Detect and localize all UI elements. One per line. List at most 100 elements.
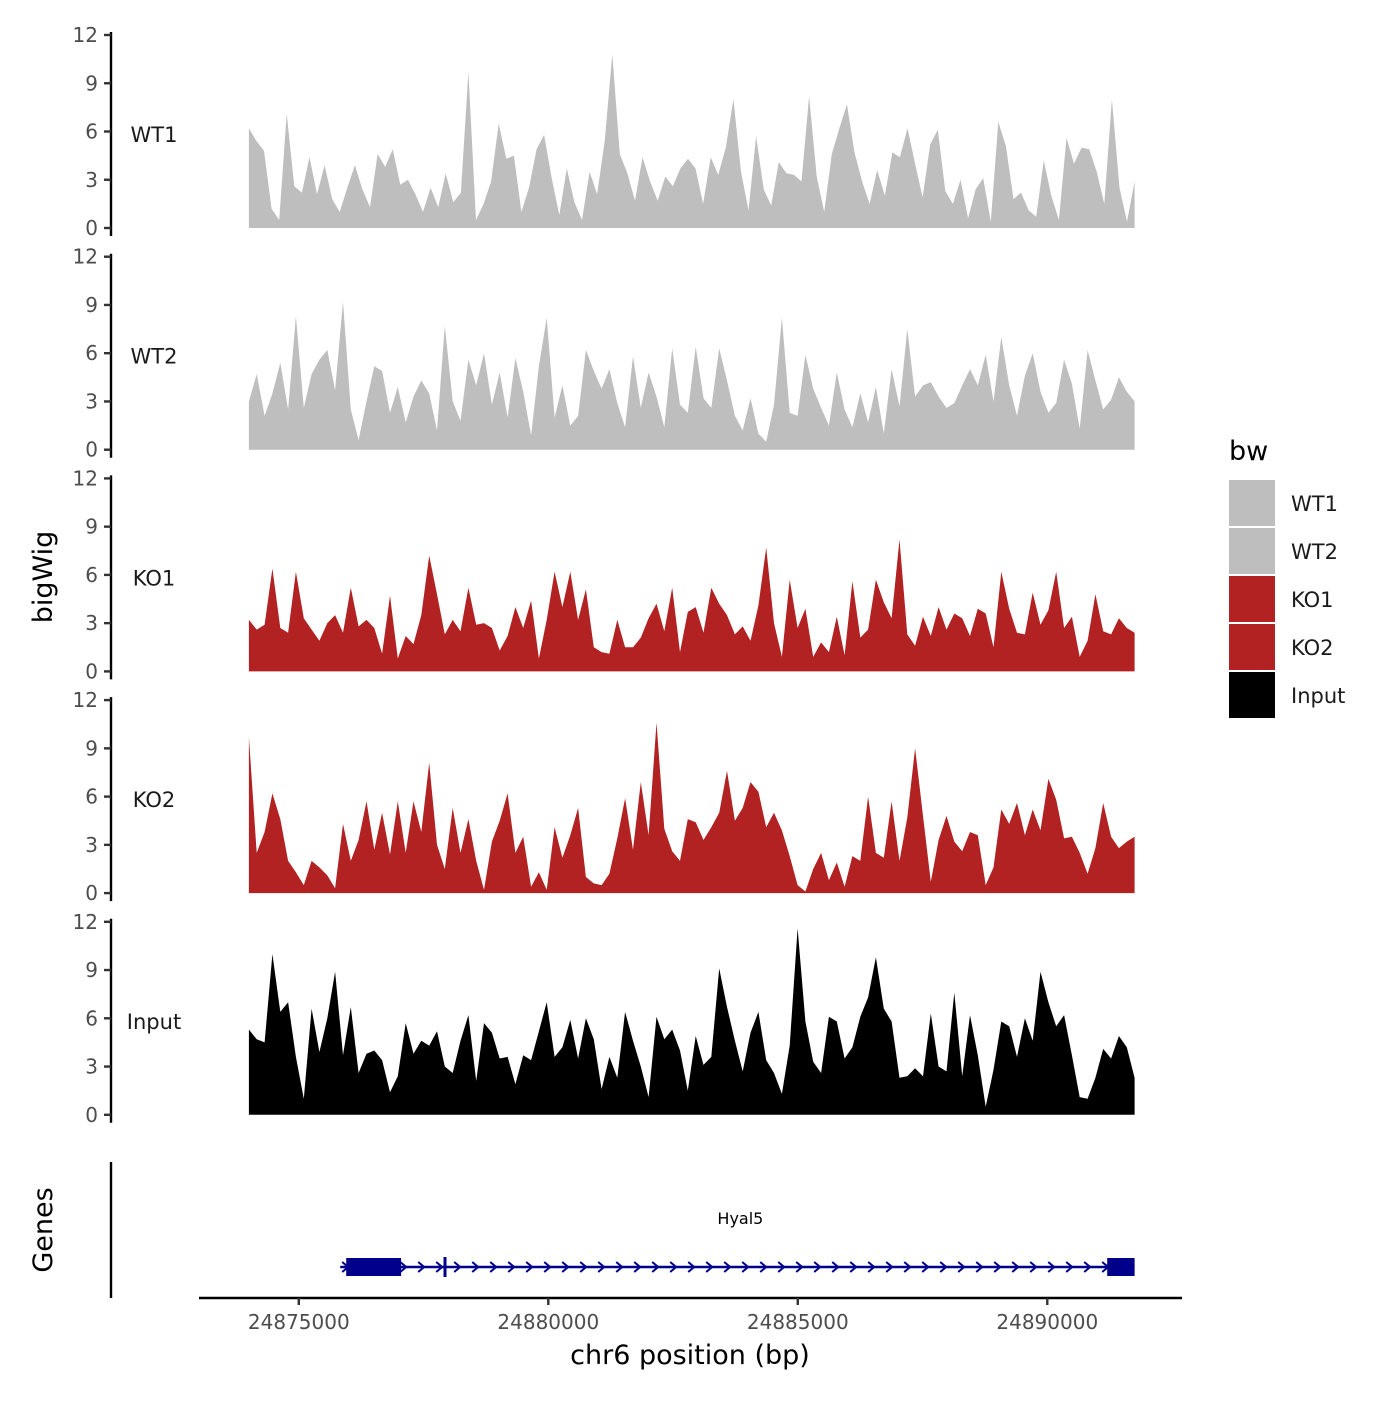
y-tick-label: 12: [73, 245, 98, 269]
gene-label: Hyal5: [717, 1209, 763, 1228]
y-tick-label: 0: [85, 659, 98, 683]
x-axis-title: chr6 position (bp): [570, 1340, 810, 1371]
x-tick-label: 24880000: [497, 1310, 599, 1334]
y-tick-label: 6: [85, 563, 98, 587]
y-tick-label: 0: [85, 438, 98, 462]
track-label-ko1: KO1: [133, 566, 176, 590]
legend-swatch-ko1: [1229, 576, 1275, 622]
strand-arrow-icon: [471, 1261, 480, 1273]
track-label-wt2: WT2: [131, 345, 178, 369]
strand-arrow-icon: [633, 1261, 642, 1273]
y-tick-label: 9: [85, 958, 98, 982]
gene-exon: [346, 1258, 402, 1276]
strand-arrow-icon: [597, 1261, 606, 1273]
strand-arrow-icon: [849, 1261, 858, 1273]
strand-arrow-icon: [525, 1261, 534, 1273]
y-tick-label: 9: [85, 293, 98, 317]
strand-arrow-icon: [615, 1261, 624, 1273]
gene-models: Hyal5: [340, 1209, 1135, 1277]
strand-arrow-icon: [1083, 1261, 1092, 1273]
strand-arrow-icon: [1011, 1261, 1020, 1273]
y-tick-label: 0: [85, 1103, 98, 1127]
legend-label-wt2: WT2: [1291, 540, 1338, 564]
y-tick-label: 6: [85, 120, 98, 144]
gene-exon: [443, 1257, 447, 1277]
strand-arrow-icon: [777, 1261, 786, 1273]
track-wt2: 0 3 6 9 12 WT2: [73, 245, 1135, 462]
strand-arrow-icon: [993, 1261, 1002, 1273]
strand-arrow-icon: [399, 1261, 408, 1273]
legend-label-wt1: WT1: [1291, 492, 1338, 516]
y-tick-label: 6: [85, 1006, 98, 1030]
strand-arrow-icon: [435, 1261, 444, 1273]
legend-title: bw: [1229, 436, 1268, 467]
legend-label-ko1: KO1: [1291, 588, 1334, 612]
strand-arrow-icon: [939, 1261, 948, 1273]
y-tick-label: 3: [85, 1055, 98, 1079]
gene-exon: [1107, 1258, 1135, 1276]
signal-area-ko2: [248, 722, 1135, 894]
strand-arrow-icon: [669, 1261, 678, 1273]
signal-area-input: [248, 928, 1135, 1115]
legend: bw WT1 WT2 KO1 KO2 Input: [1229, 436, 1345, 718]
strand-arrow-icon: [957, 1261, 966, 1273]
track-ko2: 0 3 6 9 12 KO2: [73, 688, 1135, 905]
y-tick-label: 3: [85, 833, 98, 857]
legend-label-input: Input: [1291, 684, 1345, 708]
strand-arrow-icon: [975, 1261, 984, 1273]
track-label-input: Input: [127, 1010, 181, 1034]
legend-swatch-wt1: [1229, 480, 1275, 526]
strand-arrow-icon: [759, 1261, 768, 1273]
gene-hyal5: Hyal5: [340, 1209, 1135, 1277]
strand-arrow-icon: [543, 1261, 552, 1273]
y-tick-label: 3: [85, 168, 98, 192]
legend-swatch-input: [1229, 672, 1275, 718]
y-tick-label: 12: [73, 23, 98, 47]
track-label-ko2: KO2: [133, 788, 176, 812]
x-axis: 24875000 24880000 24885000 24890000: [199, 1296, 1182, 1334]
y-tick-label: 12: [73, 688, 98, 712]
y-tick-label: 0: [85, 216, 98, 240]
strand-arrow-icon: [723, 1261, 732, 1273]
y-tick-label: 9: [85, 736, 98, 760]
track-ko1: 0 3 6 9 12 KO1: [73, 466, 1135, 683]
strand-arrow-icon: [885, 1261, 894, 1273]
y-tick-label: 3: [85, 389, 98, 413]
y-tick-label: 12: [73, 466, 98, 490]
strand-arrow-icon: [741, 1261, 750, 1273]
track-label-wt1: WT1: [131, 123, 178, 147]
x-tick-label: 24890000: [996, 1310, 1098, 1334]
y-tick-label: 0: [85, 881, 98, 905]
genes-panel: Genes Hyal5: [28, 1162, 1135, 1298]
strand-arrow-icon: [579, 1261, 588, 1273]
strand-arrow-icon: [1047, 1261, 1056, 1273]
strand-arrow-icon: [489, 1261, 498, 1273]
strand-arrow-icon: [1065, 1261, 1074, 1273]
y-tick-label: 9: [85, 515, 98, 539]
signal-area-ko1: [248, 539, 1135, 672]
x-tick-label: 24875000: [248, 1310, 350, 1334]
signal-area-wt2: [248, 301, 1135, 450]
y-tick-label: 12: [73, 910, 98, 934]
strand-arrow-icon: [705, 1261, 714, 1273]
signal-tracks: 0 3 6 9 12 WT1 0 3 6 9 12 WT2 0 3 6 9 12 KO1 0 3 6 9 12 KO2 0 3 6 9…: [73, 23, 1135, 1127]
y-tick-label: 6: [85, 785, 98, 809]
track-wt1: 0 3 6 9 12 WT1: [73, 23, 1135, 240]
strand-arrow-icon: [651, 1261, 660, 1273]
x-tick-label: 24885000: [747, 1310, 849, 1334]
legend-swatch-wt2: [1229, 528, 1275, 574]
strand-arrow-icon: [453, 1261, 462, 1273]
strand-arrow-icon: [417, 1261, 426, 1273]
strand-arrow-icon: [831, 1261, 840, 1273]
y-tick-label: 6: [85, 341, 98, 365]
strand-arrow-icon: [813, 1261, 822, 1273]
strand-arrow-icon: [795, 1261, 804, 1273]
strand-arrow-icon: [903, 1261, 912, 1273]
legend-swatch-ko2: [1229, 624, 1275, 670]
track-input: 0 3 6 9 12 Input: [73, 910, 1135, 1127]
y-tick-label: 9: [85, 71, 98, 95]
strand-arrow-icon: [921, 1261, 930, 1273]
strand-arrow-icon: [867, 1261, 876, 1273]
y-tick-label: 3: [85, 611, 98, 635]
